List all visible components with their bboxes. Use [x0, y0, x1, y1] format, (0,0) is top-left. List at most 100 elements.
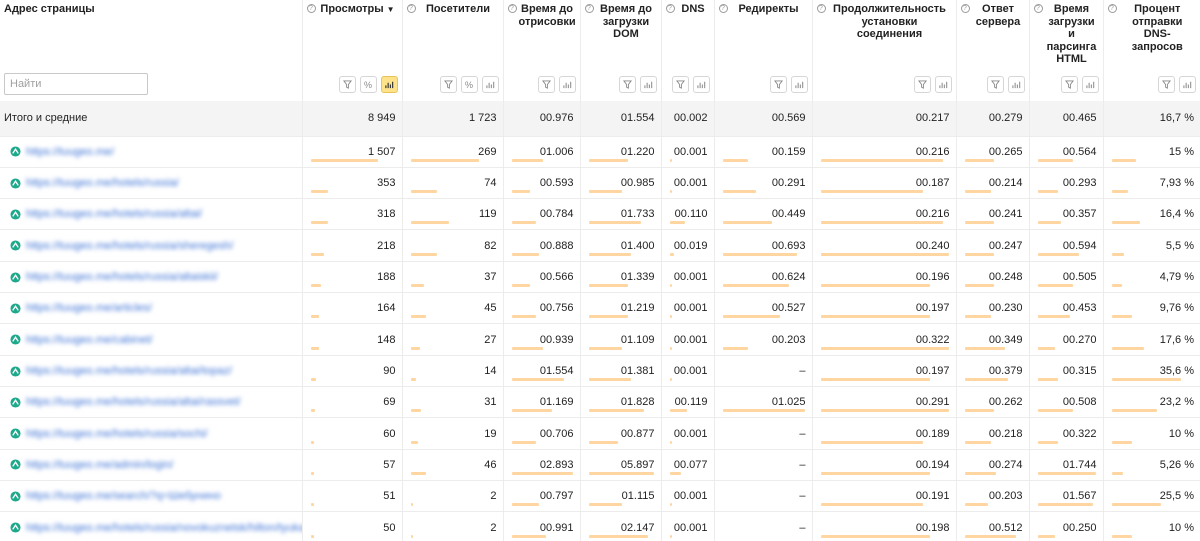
- page-url-cell[interactable]: https://tuugeo.me/hotels/russia/altaiski…: [0, 260, 303, 293]
- percent-toggle[interactable]: %: [460, 76, 478, 93]
- table-row[interactable]: https://tuugeo.me/hotels/russia/353 74 00.…: [0, 166, 1200, 199]
- help-icon[interactable]: ?: [1107, 4, 1117, 13]
- table-row[interactable]: https://tuugeo.me/hotels/russia/novokuzn…: [0, 511, 1200, 541]
- filter-icon[interactable]: [769, 76, 787, 93]
- column-header-9[interactable]: ? Время загрузки и парсинга HTML: [1029, 0, 1104, 101]
- bar-chart-icon[interactable]: [1179, 76, 1196, 93]
- visit-page-icon[interactable]: [10, 303, 21, 314]
- page-url-cell[interactable]: https://tuugeo.me/admin/login/: [0, 448, 303, 481]
- help-icon[interactable]: ?: [718, 4, 728, 13]
- filter-icon[interactable]: [1158, 76, 1175, 93]
- filter-icon[interactable]: [986, 76, 1004, 93]
- visit-page-icon[interactable]: [10, 240, 21, 251]
- bar-chart-icon[interactable]: [558, 76, 576, 93]
- filter-icon[interactable]: [671, 76, 689, 93]
- filter-icon[interactable]: [338, 76, 356, 93]
- table-row[interactable]: https://tuugeo.me/hotels/russia/altai/31…: [0, 198, 1200, 230]
- page-url-link[interactable]: https://tuugeo.me/hotels/russia/altai/: [26, 208, 203, 221]
- page-url-cell[interactable]: https://tuugeo.me/hotels/russia/altai/to…: [0, 354, 303, 387]
- visit-page-icon[interactable]: [10, 146, 21, 157]
- visit-page-icon[interactable]: [10, 522, 21, 533]
- visit-page-icon[interactable]: [10, 365, 21, 377]
- column-header-1[interactable]: ? Просмотры ▼%: [302, 0, 403, 101]
- page-url-cell[interactable]: https://tuugeo.me/search/?q=Шебунино: [0, 480, 303, 512]
- column-header-4[interactable]: ? Время до загрузки DOM: [580, 0, 662, 101]
- help-icon[interactable]: ?: [960, 4, 970, 13]
- page-url-cell[interactable]: https://tuugeo.me/articles/: [0, 292, 303, 324]
- column-label: DNS: [681, 3, 705, 15]
- column-header-2[interactable]: ? Посетители%: [402, 0, 504, 101]
- page-url-link[interactable]: https://tuugeo.me/admin/login/: [26, 458, 174, 471]
- visit-page-icon[interactable]: [10, 491, 21, 502]
- table-row[interactable]: https://tuugeo.me/cabinet/148 27 00.939 01.…: [0, 323, 1200, 356]
- bar-chart-icon[interactable]: [1007, 76, 1025, 93]
- bar-chart-icon[interactable]: [481, 76, 499, 93]
- page-url-link[interactable]: https://tuugeo.me/articles/: [26, 302, 152, 315]
- filter-icon[interactable]: [913, 76, 931, 93]
- bar-chart-icon[interactable]: [1081, 76, 1099, 93]
- page-url-cell[interactable]: https://tuugeo.me/: [0, 135, 303, 168]
- column-header-10[interactable]: ? Процент отправки DNS-запросов: [1103, 0, 1200, 101]
- percent-toggle[interactable]: %: [359, 76, 377, 93]
- bar-chart-icon[interactable]: [790, 76, 808, 93]
- help-icon[interactable]: ?: [306, 4, 316, 13]
- bar-chart-icon[interactable]: [380, 76, 398, 93]
- bar-chart-icon[interactable]: [639, 76, 657, 93]
- page-url-cell[interactable]: https://tuugeo.me/hotels/russia/altai/: [0, 198, 303, 230]
- filter-icon[interactable]: [1060, 76, 1078, 93]
- page-url-cell[interactable]: https://tuugeo.me/hotels/russia/novokuzn…: [0, 511, 303, 541]
- column-header-8[interactable]: ? Ответ сервера: [956, 0, 1030, 101]
- page-url-link[interactable]: https://tuugeo.me/hotels/russia/novokuzn…: [26, 521, 302, 534]
- help-icon[interactable]: ?: [665, 4, 675, 13]
- filter-icon[interactable]: [618, 76, 636, 93]
- table-row[interactable]: https://tuugeo.me/hotels/russia/altai/to…: [0, 354, 1200, 387]
- page-url-link[interactable]: https://tuugeo.me/: [26, 145, 115, 158]
- metric-value: 00.693: [771, 239, 806, 252]
- page-url-link[interactable]: https://tuugeo.me/hotels/russia/: [26, 177, 179, 190]
- table-row[interactable]: https://tuugeo.me/hotels/russia/altaiski…: [0, 260, 1200, 293]
- column-header-3[interactable]: ? Время до отрисовки: [503, 0, 581, 101]
- sort-desc-icon[interactable]: ▼: [386, 5, 395, 14]
- page-url-cell[interactable]: https://tuugeo.me/cabinet/: [0, 323, 303, 356]
- table-row[interactable]: https://tuugeo.me/1 507 269 01.006 01.220 00…: [0, 135, 1200, 168]
- column-header-5[interactable]: ? DNS: [661, 0, 715, 101]
- bar-chart-icon[interactable]: [934, 76, 952, 93]
- visit-page-icon[interactable]: [10, 271, 21, 283]
- visit-page-icon[interactable]: [10, 397, 21, 408]
- page-url-cell[interactable]: https://tuugeo.me/hotels/russia/: [0, 166, 303, 199]
- visit-page-icon[interactable]: [10, 334, 21, 345]
- page-url-link[interactable]: https://tuugeo.me/hotels/russia/altai/ra…: [26, 396, 241, 409]
- metric-cell: 00.019: [661, 229, 715, 262]
- table-row[interactable]: https://tuugeo.me/hotels/russia/sochi/60…: [0, 417, 1200, 450]
- help-icon[interactable]: ?: [1033, 4, 1043, 13]
- table-row[interactable]: https://tuugeo.me/search/?q=Шебунино 51 2 0…: [0, 480, 1200, 512]
- filter-icon[interactable]: [537, 76, 555, 93]
- value-bar: [588, 472, 654, 476]
- help-icon[interactable]: ?: [816, 4, 826, 13]
- page-url-link[interactable]: https://tuugeo.me/search/?q=Шебунино: [26, 490, 221, 503]
- page-url-link[interactable]: https://tuugeo.me/hotels/russia/shereges…: [26, 239, 234, 252]
- page-url-cell[interactable]: https://tuugeo.me/hotels/russia/altai/ra…: [0, 386, 303, 418]
- page-url-cell[interactable]: https://tuugeo.me/hotels/russia/sochi/: [0, 417, 303, 450]
- bar-chart-icon[interactable]: [692, 76, 710, 93]
- table-row[interactable]: https://tuugeo.me/hotels/russia/shereges…: [0, 229, 1200, 262]
- table-row[interactable]: https://tuugeo.me/articles/164 45 00.756 01…: [0, 292, 1200, 324]
- filter-icon[interactable]: [439, 76, 457, 93]
- page-url-link[interactable]: https://tuugeo.me/hotels/russia/altaiski…: [26, 271, 218, 284]
- page-url-link[interactable]: https://tuugeo.me/hotels/russia/altai/to…: [26, 365, 233, 377]
- visit-page-icon[interactable]: [10, 177, 21, 189]
- help-icon[interactable]: ?: [584, 4, 594, 13]
- page-url-link[interactable]: https://tuugeo.me/hotels/russia/sochi/: [26, 427, 208, 440]
- help-icon[interactable]: ?: [406, 4, 416, 13]
- column-header-6[interactable]: ? Редиректы: [714, 0, 813, 101]
- visit-page-icon[interactable]: [10, 209, 21, 220]
- table-row[interactable]: https://tuugeo.me/admin/login/57 46 02.893…: [0, 448, 1200, 481]
- help-icon[interactable]: ?: [507, 4, 517, 13]
- page-url-link[interactable]: https://tuugeo.me/cabinet/: [26, 333, 153, 346]
- search-input[interactable]: [4, 73, 148, 95]
- page-url-cell[interactable]: https://tuugeo.me/hotels/russia/shereges…: [0, 229, 303, 262]
- visit-page-icon[interactable]: [10, 459, 21, 471]
- table-row[interactable]: https://tuugeo.me/hotels/russia/altai/ra…: [0, 386, 1200, 418]
- visit-page-icon[interactable]: [10, 428, 21, 439]
- column-header-7[interactable]: ? Продолжительность установки соединения: [812, 0, 957, 101]
